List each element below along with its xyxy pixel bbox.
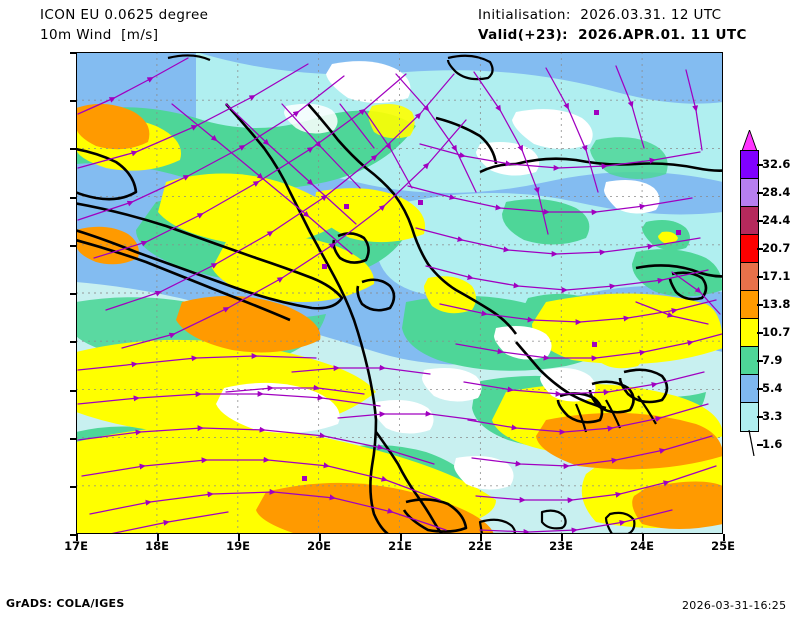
x-tick-label: 19E [226, 539, 250, 553]
model-title: ICON EU 0.0625 degree [40, 7, 209, 23]
colorbar-segment [741, 179, 758, 207]
colorbar-label: 1.6 [762, 437, 783, 451]
x-tick-label: 25E [711, 539, 735, 553]
streamline-layer [77, 57, 723, 534]
colorbar-label: 24.4 [762, 213, 791, 227]
x-tick-label: 21E [388, 539, 412, 553]
colorbar-label: 28.4 [762, 185, 791, 199]
colorbar-segment [741, 375, 758, 403]
valid-time-label: Valid(+23): 2026.APR.01. 11 UTC [478, 27, 747, 43]
field-title: 10m Wind [m/s] [40, 27, 159, 43]
x-tick-label: 23E [549, 539, 573, 553]
colorbar-segment [741, 207, 758, 235]
colorbar-label: 13.8 [762, 297, 791, 311]
x-tick-label: 22E [468, 539, 492, 553]
weather-map-svg [76, 52, 723, 534]
colorbar-label: 3.3 [762, 409, 783, 423]
x-tick-label: 24E [630, 539, 654, 553]
colorbar-label: 7.9 [762, 353, 783, 367]
map-plot-area[interactable] [76, 52, 723, 534]
colorbar-segment [741, 151, 758, 179]
y-axis: 44N 43.5N 43N 42.5N 42N 41.5N 41N 40.5N … [0, 0, 77, 618]
colorbar-segment [741, 263, 758, 291]
colorbar-segment [741, 347, 758, 375]
colorbar-label: 32.6 [762, 157, 791, 171]
colorbar-under-tail [748, 430, 755, 456]
x-tick-label: 20E [307, 539, 331, 553]
colorbar-label: 20.7 [762, 241, 791, 255]
streamline-node-layer [302, 110, 681, 481]
colorbar-over-arrow [741, 130, 758, 151]
x-tick-label: 18E [145, 539, 169, 553]
x-tick-label: 17E [64, 539, 88, 553]
colorbar-segment [741, 291, 758, 319]
colorbar[interactable] [740, 150, 759, 432]
colorbar-label: 10.7 [762, 325, 791, 339]
colorbar-label: 17.1 [762, 269, 791, 283]
colorbar-segment [741, 235, 758, 263]
credit-label: GrADS: COLA/IGES [6, 597, 125, 610]
render-timestamp: 2026-03-31-16:25 [682, 599, 787, 612]
colorbar-segment [741, 319, 758, 347]
initialisation-label: Initialisation: 2026.03.31. 12 UTC [478, 7, 722, 23]
colorbar-label: 5.4 [762, 381, 783, 395]
colorbar-segment [741, 403, 758, 431]
